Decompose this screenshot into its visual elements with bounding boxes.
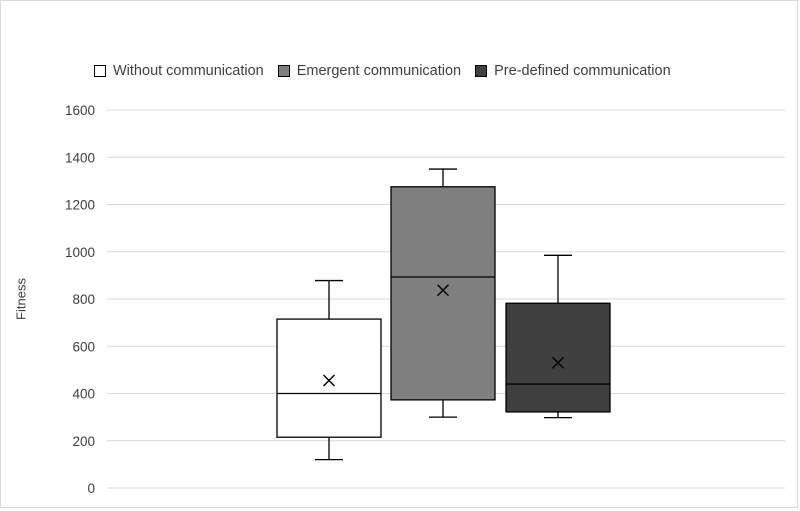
y-tick-label-200: 200 [72, 434, 95, 449]
mean-marker-pre-defined-communication [552, 356, 564, 369]
y-tick-label-0: 0 [87, 481, 95, 496]
legend-swatch-without-communication [94, 65, 106, 77]
legend-item-emergent-communication: Emergent communication [277, 63, 462, 79]
y-tick-label-600: 600 [72, 339, 95, 354]
box-without-communication [276, 318, 382, 438]
y-tick-label-800: 800 [72, 292, 95, 307]
y-tick-label-1600: 1600 [65, 103, 95, 118]
y-tick-label-1400: 1400 [65, 150, 95, 165]
legend-swatch-pre-defined-communication [475, 65, 488, 77]
legend-item-without-communication: Without communication [94, 63, 264, 79]
y-tick-label-1000: 1000 [65, 245, 95, 260]
legend-label-pre-defined-communication: Pre-defined communication [494, 63, 671, 79]
legend-item-pre-defined-communication: Pre-defined communication [475, 63, 671, 79]
y-tick-label-400: 400 [72, 387, 95, 402]
mean-marker-emergent-communication [437, 284, 449, 297]
legend-label-emergent-communication: Emergent communication [296, 63, 462, 79]
y-tick-label-1200: 1200 [65, 198, 95, 213]
box-emergent-communication [390, 186, 496, 401]
mean-marker-without-communication [323, 374, 335, 387]
legend: Without communication Emergent communica… [94, 61, 671, 81]
box-pre-defined-communication [505, 302, 611, 413]
legend-swatch-emergent-communication [277, 65, 290, 77]
legend-label-without-communication: Without communication [113, 63, 264, 79]
